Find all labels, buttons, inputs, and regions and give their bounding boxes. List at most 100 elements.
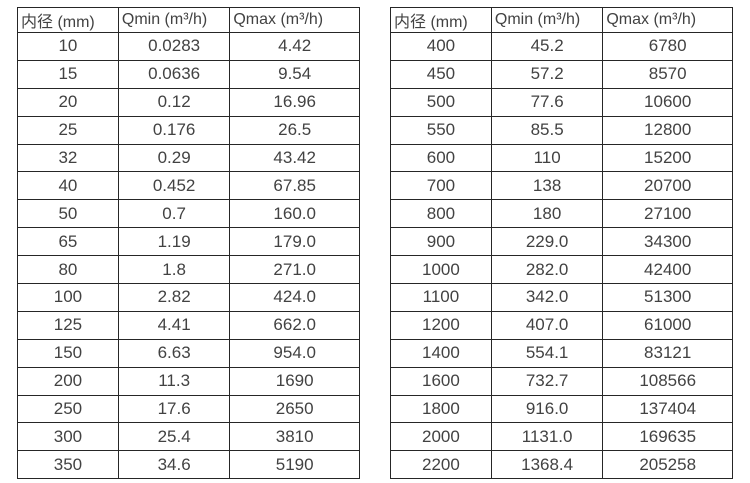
table-row: 32 0.29 43.42 xyxy=(17,143,360,173)
qmax-cell: 8570 xyxy=(602,59,733,89)
qmin-cell: 25.4 xyxy=(117,422,231,452)
qmax-cell: 43.42 xyxy=(229,143,360,173)
qmax-cell: 51300 xyxy=(602,283,733,312)
table-row: 25 0.176 26.5 xyxy=(17,115,360,145)
qmin-cell: 342.0 xyxy=(490,283,604,312)
qmax-cell: 2650 xyxy=(229,394,360,424)
table-row: 300 25.4 3810 xyxy=(17,422,360,452)
diameter-cell: 65 xyxy=(17,227,119,257)
qmax-cell: 271.0 xyxy=(229,255,360,285)
table-row: 1100 342.0 51300 xyxy=(390,283,733,312)
qmin-cell: 11.3 xyxy=(117,366,231,396)
qmax-cell: 5190 xyxy=(229,450,360,480)
diameter-cell: 500 xyxy=(390,87,492,117)
qmin-cell: 45.2 xyxy=(490,32,604,61)
diameter-cell: 1000 xyxy=(390,255,492,285)
header-row: 内径 (mm) Qmin (m³/h) Qmax (m³/h) xyxy=(390,7,733,33)
diameter-cell: 10 xyxy=(17,32,119,61)
table-row: 100 2.82 424.0 xyxy=(17,283,360,312)
table-row: 600 110 15200 xyxy=(390,143,733,173)
table-row: 2200 1368.4 205258 xyxy=(390,450,733,480)
qmin-cell: 17.6 xyxy=(117,394,231,424)
diameter-header: 内径 (mm) xyxy=(390,7,492,33)
diameter-cell: 350 xyxy=(17,450,119,480)
diameter-cell: 200 xyxy=(17,366,119,396)
table-row: 350 34.6 5190 xyxy=(17,450,360,480)
table-row: 1000 282.0 42400 xyxy=(390,255,733,285)
qmax-cell: 26.5 xyxy=(229,115,360,145)
qmin-cell: 554.1 xyxy=(490,338,604,368)
qmax-cell: 42400 xyxy=(602,255,733,285)
table-row: 400 45.2 6780 xyxy=(390,32,733,61)
qmin-cell: 229.0 xyxy=(490,227,604,257)
table-row: 1400 554.1 83121 xyxy=(390,338,733,368)
spec-table-large-diameters: 内径 (mm) Qmin (m³/h) Qmax (m³/h) 400 45.2 678… xyxy=(390,7,733,480)
table-row: 200 11.3 1690 xyxy=(17,366,360,396)
qmax-cell: 3810 xyxy=(229,422,360,452)
qmin-cell: 0.7 xyxy=(117,199,231,229)
qmax-cell: 83121 xyxy=(602,338,733,368)
qmax-cell: 169635 xyxy=(602,422,733,452)
diameter-cell: 15 xyxy=(17,59,119,89)
qmax-cell: 424.0 xyxy=(229,283,360,312)
qmax-cell: 34300 xyxy=(602,227,733,257)
qmin-header: Qmin (m³/h) xyxy=(117,7,231,33)
qmax-header: Qmax (m³/h) xyxy=(602,7,733,33)
diameter-cell: 1600 xyxy=(390,366,492,396)
diameter-cell: 32 xyxy=(17,143,119,173)
diameter-cell: 700 xyxy=(390,171,492,201)
qmin-cell: 1368.4 xyxy=(490,450,604,480)
qmax-cell: 20700 xyxy=(602,171,733,201)
table-row: 1200 407.0 61000 xyxy=(390,310,733,340)
table-row: 125 4.41 662.0 xyxy=(17,310,360,340)
table-row: 2000 1131.0 169635 xyxy=(390,422,733,452)
diameter-cell: 150 xyxy=(17,338,119,368)
diameter-cell: 80 xyxy=(17,255,119,285)
qmax-cell: 67.85 xyxy=(229,171,360,201)
qmax-cell: 160.0 xyxy=(229,199,360,229)
qmax-cell: 662.0 xyxy=(229,310,360,340)
diameter-cell: 40 xyxy=(17,171,119,201)
diameter-cell: 25 xyxy=(17,115,119,145)
table-row: 1800 916.0 137404 xyxy=(390,394,733,424)
spec-table-small-diameters: 内径 (mm) Qmin (m³/h) Qmax (m³/h) 10 0.0283 4.… xyxy=(17,7,360,480)
diameter-cell: 600 xyxy=(390,143,492,173)
diameter-header: 内径 (mm) xyxy=(17,7,119,33)
qmax-cell: 1690 xyxy=(229,366,360,396)
diameter-cell: 2200 xyxy=(390,450,492,480)
qmin-cell: 1.8 xyxy=(117,255,231,285)
table-row: 150 6.63 954.0 xyxy=(17,338,360,368)
qmin-cell: 0.12 xyxy=(117,87,231,117)
qmin-cell: 110 xyxy=(490,143,604,173)
qmax-cell: 4.42 xyxy=(229,32,360,61)
qmax-cell: 15200 xyxy=(602,143,733,173)
qmax-cell: 10600 xyxy=(602,87,733,117)
qmin-header: Qmin (m³/h) xyxy=(490,7,604,33)
table-row: 550 85.5 12800 xyxy=(390,115,733,145)
table-row: 40 0.452 67.85 xyxy=(17,171,360,201)
diameter-cell: 1100 xyxy=(390,283,492,312)
qmax-cell: 16.96 xyxy=(229,87,360,117)
table-row: 500 77.6 10600 xyxy=(390,87,733,117)
qmin-cell: 57.2 xyxy=(490,59,604,89)
table-row: 700 138 20700 xyxy=(390,171,733,201)
diameter-cell: 2000 xyxy=(390,422,492,452)
diameter-cell: 50 xyxy=(17,199,119,229)
qmin-cell: 1131.0 xyxy=(490,422,604,452)
diameter-cell: 450 xyxy=(390,59,492,89)
qmax-cell: 137404 xyxy=(602,394,733,424)
qmax-cell: 27100 xyxy=(602,199,733,229)
table-row: 450 57.2 8570 xyxy=(390,59,733,89)
qmin-cell: 6.63 xyxy=(117,338,231,368)
qmin-cell: 180 xyxy=(490,199,604,229)
table-row: 900 229.0 34300 xyxy=(390,227,733,257)
table-row: 15 0.0636 9.54 xyxy=(17,59,360,89)
table-row: 80 1.8 271.0 xyxy=(17,255,360,285)
qmax-cell: 9.54 xyxy=(229,59,360,89)
qmax-cell: 61000 xyxy=(602,310,733,340)
qmin-cell: 0.452 xyxy=(117,171,231,201)
header-row: 内径 (mm) Qmin (m³/h) Qmax (m³/h) xyxy=(17,7,360,33)
diameter-cell: 1200 xyxy=(390,310,492,340)
qmin-cell: 85.5 xyxy=(490,115,604,145)
diameter-cell: 20 xyxy=(17,87,119,117)
